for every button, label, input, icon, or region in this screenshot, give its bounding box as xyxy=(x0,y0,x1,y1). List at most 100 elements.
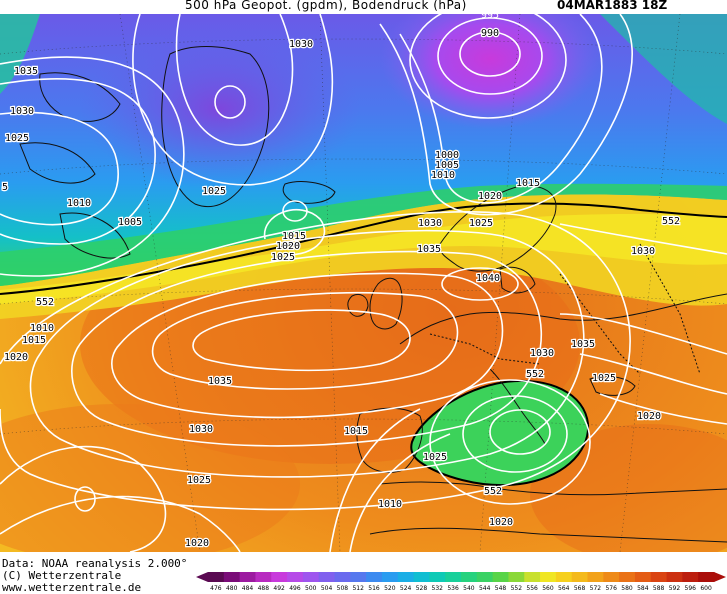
isobar-label: 1020 xyxy=(4,352,28,363)
legend-swatch xyxy=(587,572,604,582)
legend-level-label: 536 xyxy=(447,585,459,592)
isobar-label: 1030 xyxy=(530,348,554,359)
legend-level-label: 516 xyxy=(368,585,380,592)
legend-level-label: 508 xyxy=(337,585,349,592)
isobar-label: 1010 xyxy=(30,323,54,334)
legend-swatch xyxy=(302,572,320,582)
legend-level-label: 560 xyxy=(542,585,554,592)
legend-level-label: 552 xyxy=(511,585,523,592)
weather-map: 1035103010251030102510101005101510201025… xyxy=(0,14,727,552)
legend-swatch xyxy=(287,572,304,582)
isobar-label: 1015 xyxy=(344,426,368,437)
map-date: 04MAR1883 18Z xyxy=(557,0,668,12)
isobar-label: 1025 xyxy=(271,252,295,263)
low-center-label: 995 xyxy=(481,14,499,21)
isobar-label: 1020 xyxy=(489,517,513,528)
legend-level-label: 520 xyxy=(384,585,396,592)
legend-level-label: 492 xyxy=(273,585,285,592)
graticule xyxy=(0,14,727,552)
yellow-band-2 xyxy=(0,214,727,304)
legend-level-label: 592 xyxy=(669,585,681,592)
isobar-label: 1005 xyxy=(118,217,142,228)
northwest-corner xyxy=(0,14,40,94)
map-title: 500 hPa Geopot. (gpdm), Bodendruck (hPa) xyxy=(185,0,467,12)
isobar-label: 1030 xyxy=(631,246,655,257)
isobar-label: 5 xyxy=(2,182,8,193)
isobar-label: 1035 xyxy=(571,339,595,350)
contour-552-label: 552 xyxy=(36,297,54,308)
legend-level-label: 528 xyxy=(416,585,428,592)
legend-swatch xyxy=(571,572,588,582)
legend-level-label: 568 xyxy=(574,585,586,592)
legend-level-label: 496 xyxy=(289,585,301,592)
legend-level-label: 564 xyxy=(558,585,570,592)
legend-swatch xyxy=(381,572,399,582)
isobar-label: 1020 xyxy=(185,538,209,549)
legend-level-label: 544 xyxy=(479,585,491,592)
legend-swatch xyxy=(239,572,256,582)
data-source-credit: Data: NOAA reanalysis 2.000° xyxy=(2,557,188,570)
legend-swatch xyxy=(397,572,415,582)
contour-552-label: 552 xyxy=(662,216,680,227)
coastlines xyxy=(19,46,727,543)
legend-swatch xyxy=(271,572,288,582)
legend-swatch xyxy=(255,572,272,582)
isobars xyxy=(0,14,727,552)
legend-swatch xyxy=(445,572,462,582)
legend-level-label: 600 xyxy=(700,585,712,592)
legend-swatch xyxy=(492,572,509,582)
legend-level-label: 596 xyxy=(685,585,697,592)
legend-swatch xyxy=(619,572,636,582)
isobar-label: 1040 xyxy=(476,273,500,284)
cut-off-low xyxy=(410,379,590,487)
isobar-label: 1030 xyxy=(189,424,213,435)
isobar-label: 1000 xyxy=(435,150,459,161)
legend-swatch xyxy=(366,572,383,582)
map-footer: Data: NOAA reanalysis 2.000° (C) Wetterz… xyxy=(0,552,727,594)
color-legend: 476 480 484 488 492 496 500 504 508 512 516 520 524 5… xyxy=(196,572,726,592)
legend-swatch xyxy=(555,572,573,582)
contour-552 xyxy=(0,202,727,295)
isobar-label: 1020 xyxy=(478,191,502,202)
legend-level-label: 504 xyxy=(321,585,333,592)
legend-level-label: 572 xyxy=(590,585,602,592)
southeast-warm xyxy=(530,424,727,552)
legend-arrow-left xyxy=(196,572,208,582)
legend-swatch xyxy=(666,572,683,582)
legend-swatch xyxy=(461,572,478,582)
isobar-label: 1025 xyxy=(592,373,616,384)
isobar-label: 1035 xyxy=(208,376,232,387)
legend-swatch xyxy=(476,572,494,582)
legend-swatch xyxy=(540,572,557,582)
legend-level-label: 476 xyxy=(210,585,222,592)
isobar-label: 1015 xyxy=(282,231,306,242)
isobar-label: 1025 xyxy=(469,218,493,229)
isobar-label: 1010 xyxy=(378,499,402,510)
isobar-label: 1015 xyxy=(22,335,46,346)
isobar-label: 1020 xyxy=(637,411,661,422)
legend-level-label: 500 xyxy=(305,585,317,592)
isobar-label: 1030 xyxy=(418,218,442,229)
isobar-labels: 1035103010251030102510101005101510201025… xyxy=(1,27,663,551)
isobar-label: 1010 xyxy=(431,170,455,181)
legend-swatch xyxy=(334,572,351,582)
contour-552-label: 552 xyxy=(526,369,544,380)
legend-level-label: 484 xyxy=(242,585,254,592)
isobar-label: 1035 xyxy=(14,66,38,77)
legend-arrow-right xyxy=(714,572,726,582)
isobar-label: 1020 xyxy=(276,241,300,252)
legend-swatch xyxy=(634,572,652,582)
isobar-label: 1030 xyxy=(10,106,34,117)
legend-level-label: 584 xyxy=(637,585,649,592)
legend-swatch xyxy=(650,572,668,582)
legend-swatch xyxy=(524,572,541,582)
isobar-label: 990 xyxy=(481,28,499,39)
legend-level-label: 556 xyxy=(526,585,538,592)
green-band xyxy=(0,183,727,286)
isobar-label: 1025 xyxy=(5,133,29,144)
legend-swatch xyxy=(413,572,430,582)
isobar-label: 1030 xyxy=(289,39,313,50)
legend-level-label: 580 xyxy=(621,585,633,592)
legend-swatch xyxy=(318,572,335,582)
low-label: 995 xyxy=(481,14,499,21)
